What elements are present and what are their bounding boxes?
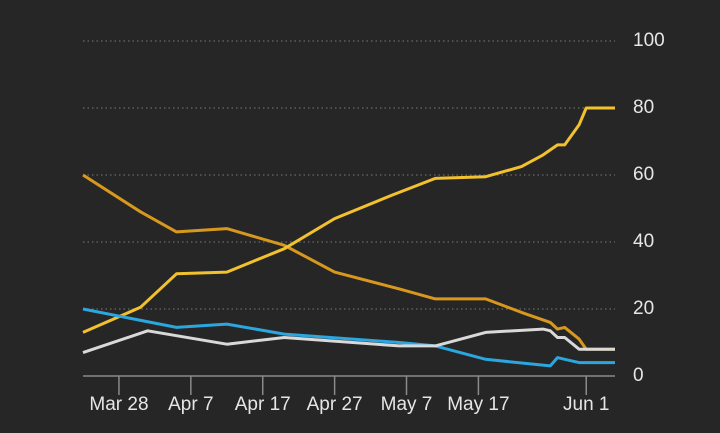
line bbox=[82, 327, 615, 355]
line bbox=[82, 173, 615, 351]
line bbox=[82, 106, 615, 334]
y-tick-label: 40 bbox=[633, 231, 654, 252]
x-tick-label: Apr 17 bbox=[235, 394, 291, 415]
x-tick-label: Mar 28 bbox=[89, 394, 148, 415]
y-tick-label: 100 bbox=[633, 30, 665, 51]
x-tick-label: May 7 bbox=[381, 394, 433, 415]
x-tick-label: Jun 1 bbox=[563, 394, 609, 415]
y-tick-label: 80 bbox=[633, 97, 654, 118]
x-tick-label: May 17 bbox=[447, 394, 509, 415]
x-tick-label: Apr 7 bbox=[168, 394, 213, 415]
y-tick-label: 60 bbox=[633, 164, 654, 185]
x-tick-label: Apr 27 bbox=[307, 394, 363, 415]
y-tick-label: 20 bbox=[633, 298, 654, 319]
y-tick-label: 0 bbox=[633, 365, 644, 386]
line bbox=[82, 307, 615, 368]
